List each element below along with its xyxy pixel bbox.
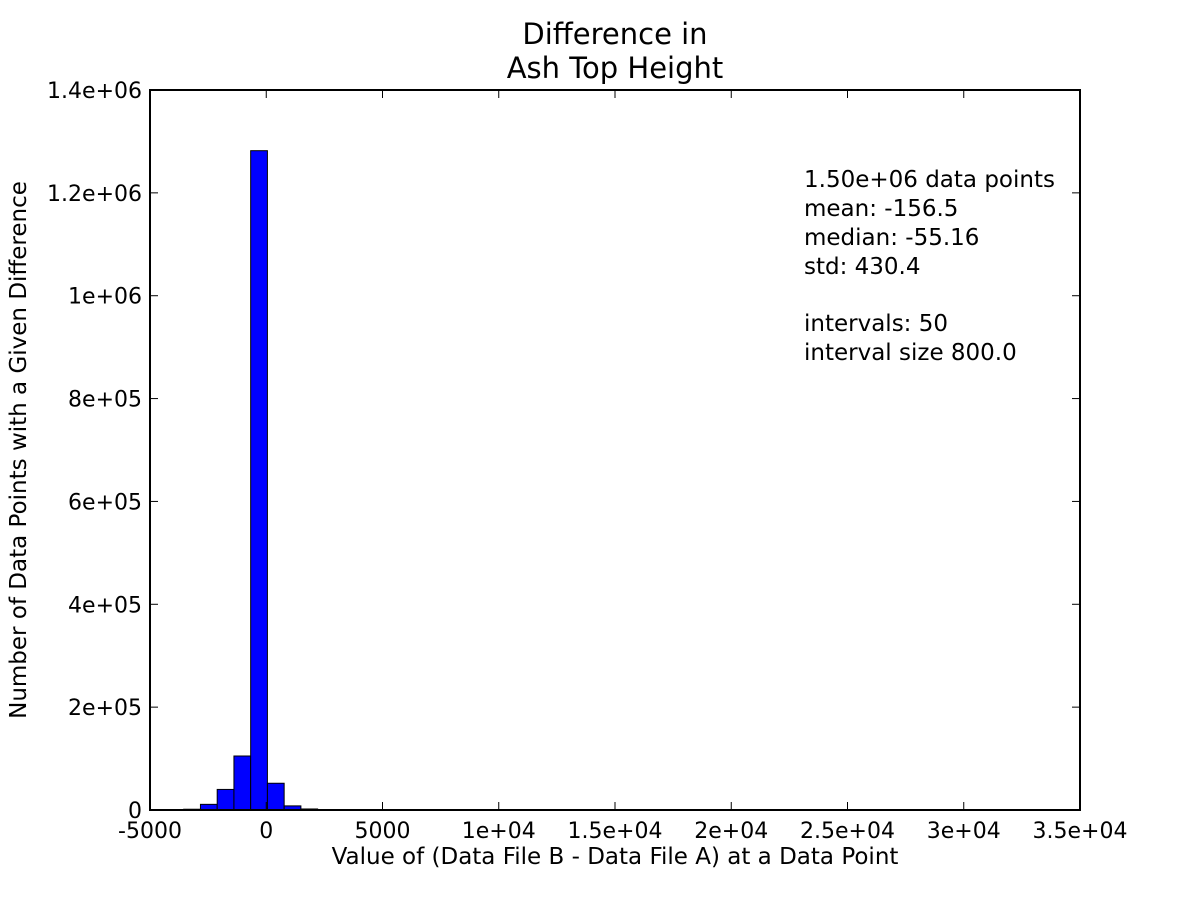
- x-tick-label: 1e+04: [462, 819, 536, 844]
- stats-line: std: 430.4: [804, 254, 921, 280]
- histogram-bars: [183, 150, 335, 811]
- chart-title-line-2: Ash Top Height: [507, 51, 724, 85]
- x-tick-label: 5000: [355, 819, 411, 844]
- histogram-bar: [266, 782, 285, 811]
- y-tick-label: 1.4e+06: [47, 79, 142, 104]
- histogram-bar: [233, 755, 252, 811]
- x-tick-label: 0: [259, 819, 273, 844]
- stats-line: intervals: 50: [804, 311, 948, 337]
- x-tick-label: 3.5e+04: [1033, 819, 1128, 844]
- y-tick-label: 2e+05: [68, 696, 142, 721]
- y-axis-label: Number of Data Points with a Given Diffe…: [6, 181, 32, 719]
- y-tick-label: 4e+05: [68, 593, 142, 618]
- x-tick-label: -5000: [118, 819, 182, 844]
- chart-title-line-1: Difference in: [522, 17, 707, 51]
- stats-line: median: -55.16: [804, 225, 979, 251]
- x-tick-label: 3e+04: [927, 819, 1001, 844]
- y-tick-label: 0: [128, 799, 142, 824]
- statistics-annotation: 1.50e+06 data points mean: -156.5 median…: [804, 167, 1055, 366]
- x-tick-label: 1.5e+04: [568, 819, 663, 844]
- y-axis-ticks: 0 2e+05 4e+05 6e+05 8e+05 1e+06 1.2e+06 1.4e+06: [47, 79, 1080, 824]
- histogram-bar: [216, 788, 235, 811]
- x-axis-ticks: -5000 0 5000 1e+04 1.5e+04 2e+04 2.5e+04 3e+04 3…: [118, 90, 1127, 844]
- y-tick-label: 6e+05: [68, 490, 142, 515]
- x-axis-label: Value of (Data File B - Data File A) at …: [332, 844, 899, 870]
- stats-line: interval size 800.0: [804, 340, 1017, 366]
- y-tick-label: 1.2e+06: [47, 182, 142, 207]
- histogram-bar: [250, 150, 268, 811]
- stats-line: 1.50e+06 data points: [804, 167, 1055, 193]
- x-tick-label: 2.5e+04: [800, 819, 895, 844]
- y-tick-label: 8e+05: [68, 388, 142, 413]
- y-tick-label: 1e+06: [68, 285, 142, 310]
- stats-line: mean: -156.5: [804, 196, 958, 222]
- x-tick-label: 2e+04: [694, 819, 768, 844]
